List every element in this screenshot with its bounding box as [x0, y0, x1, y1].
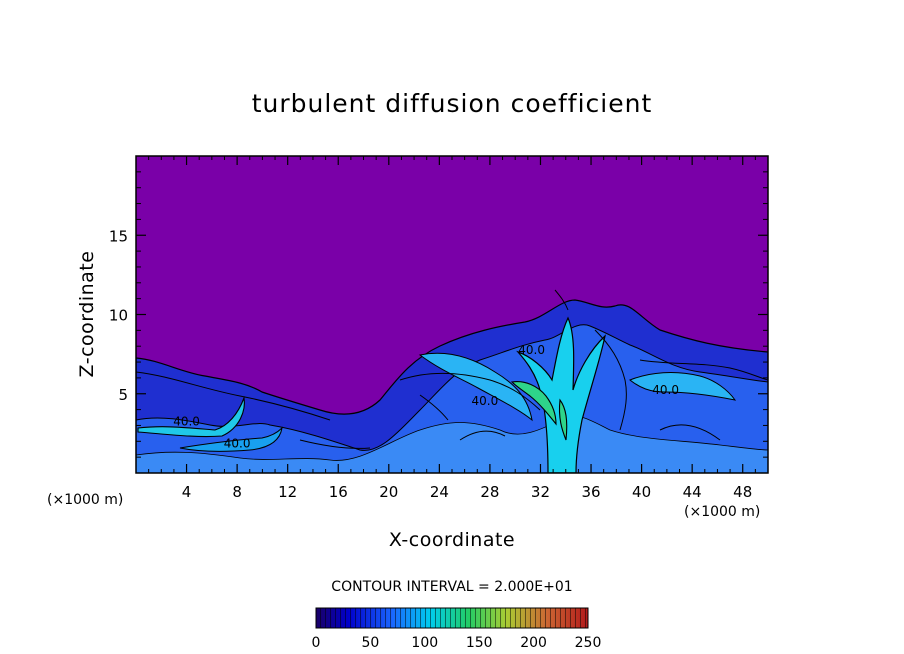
colorbar-tick-label: 0 [312, 635, 321, 651]
x-tick-label: 12 [278, 483, 297, 501]
left-streak-2 [179, 426, 283, 452]
y-axis-label: Z-coordinate [76, 251, 98, 378]
colorbar-tick-label: 150 [466, 635, 493, 651]
x-axis-label: X-coordinate [389, 529, 515, 551]
contour-label: 40.0 [518, 343, 545, 357]
x-tick-label: 48 [733, 483, 752, 501]
y-tick-label: 15 [109, 227, 128, 245]
x-tick-label: 16 [329, 483, 348, 501]
colorbar-tick-label: 50 [361, 635, 379, 651]
field-region-surface [136, 415, 768, 473]
y-axis: 5 10 15 [109, 171, 768, 458]
colorbar-stripes [316, 608, 588, 628]
x-axis: 4 8 12 16 20 24 28 32 36 40 44 48 [148, 156, 756, 501]
colorbar-tick-label: 250 [575, 635, 602, 651]
contour-label: 40.0 [173, 414, 200, 428]
left-streak [137, 395, 245, 438]
contour-interval-text: CONTOUR INTERVAL = 2.000E+01 [331, 579, 572, 595]
contour-label: 40.0 [652, 383, 679, 397]
turbulence-field [136, 289, 768, 473]
contour-label: 40.0 [224, 437, 251, 451]
plume-streak-green [510, 381, 557, 426]
x-tick-label: 36 [581, 483, 600, 501]
plume-core [516, 316, 606, 473]
contour-label: 40.0 [472, 394, 499, 408]
plot-area [135, 155, 769, 474]
x-tick-label: 44 [683, 483, 702, 501]
colorbar-tick-label: 200 [520, 635, 547, 651]
x-tick-label: 4 [182, 483, 192, 501]
x-units-left: (×1000 m) [47, 492, 123, 508]
contour-labels: 40.0 40.0 40.0 40.0 40.0 [173, 343, 679, 451]
x-tick-label: 28 [480, 483, 499, 501]
plume-streak-green-2 [558, 398, 568, 441]
y-tick-label: 5 [118, 386, 128, 404]
x-units-right: (×1000 m) [684, 504, 760, 520]
x-tick-label: 40 [632, 483, 651, 501]
colorbar-frame [315, 607, 589, 629]
y-tick-label: 10 [109, 307, 128, 325]
x-tick-label: 24 [430, 483, 449, 501]
plume-lobe-right [629, 372, 737, 401]
x-tick-label: 20 [379, 483, 398, 501]
x-tick-label: 8 [232, 483, 242, 501]
plume-lobe-left [418, 352, 533, 422]
contour-lines [136, 289, 768, 449]
chart-title: turbulent diffusion coefficient [252, 89, 653, 118]
colorbar-tick-label: 100 [411, 635, 438, 651]
colorbar-ticks: 0 50 100 150 200 250 [312, 635, 602, 651]
colorbar: 0 50 100 150 200 250 [312, 607, 602, 651]
x-tick-label: 32 [531, 483, 550, 501]
